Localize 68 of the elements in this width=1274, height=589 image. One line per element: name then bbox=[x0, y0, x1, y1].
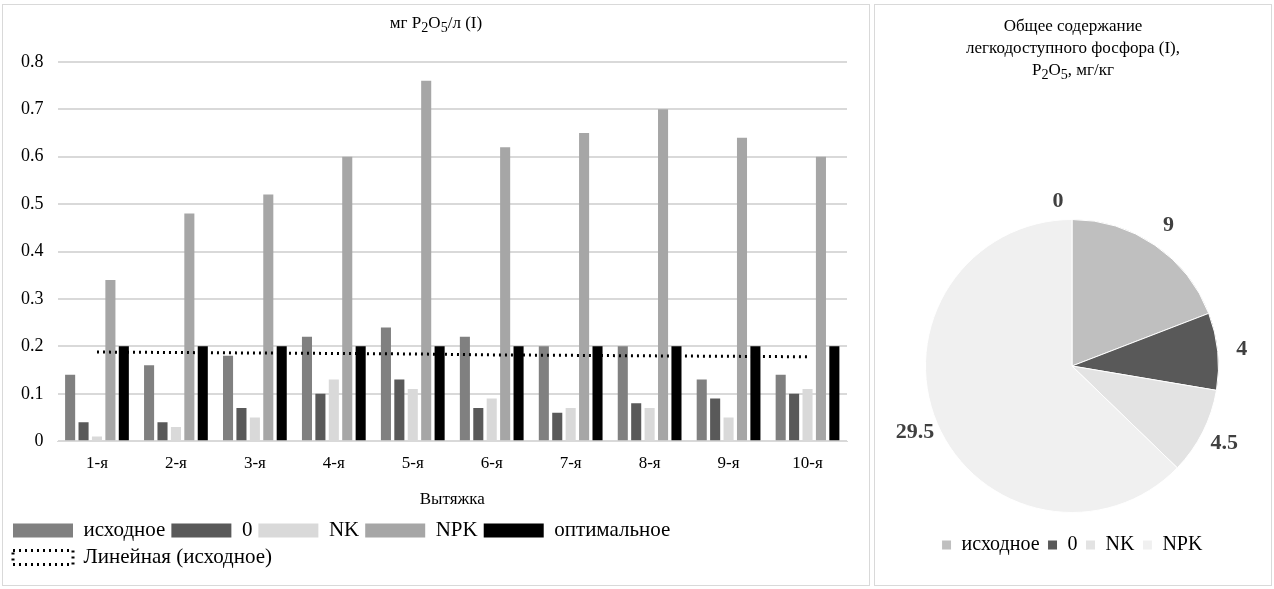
x-axis-title: Вытяжка bbox=[419, 489, 486, 509]
bar bbox=[631, 403, 642, 441]
y-tick-label: 0.3 bbox=[21, 287, 44, 308]
legend-label: NPK bbox=[1162, 532, 1203, 555]
legend-label: исходное bbox=[961, 532, 1040, 556]
x-tick-label: 9-я bbox=[717, 452, 740, 472]
y-tick-label: 0.8 bbox=[21, 50, 44, 71]
bar bbox=[236, 408, 247, 441]
legend-label: NK bbox=[328, 517, 360, 542]
bar bbox=[459, 336, 470, 441]
bar bbox=[538, 346, 549, 441]
bar bbox=[775, 374, 786, 441]
chart-title: Общее содержание легкодоступного фосфора (I), P$_{2}$O$_{5}$, мг/кг bbox=[965, 15, 1181, 85]
y-tick-label: 0.6 bbox=[21, 145, 44, 166]
bar bbox=[342, 156, 353, 441]
bar bbox=[789, 393, 800, 441]
legend-label: NK bbox=[1105, 532, 1135, 555]
bar bbox=[65, 374, 76, 441]
bar bbox=[829, 346, 840, 441]
data-label: 29.5 bbox=[895, 418, 935, 444]
bar bbox=[696, 379, 707, 441]
x-tick-label: 6-я bbox=[480, 452, 503, 472]
data-label: 4.5 bbox=[1210, 428, 1238, 454]
bar bbox=[78, 422, 89, 441]
x-tick-label: 2-я bbox=[164, 452, 188, 472]
x-tick-label: 1-я bbox=[85, 452, 109, 472]
bar bbox=[380, 327, 391, 441]
bar bbox=[223, 355, 234, 441]
legend-label: оптимальное bbox=[554, 517, 671, 542]
bar bbox=[736, 137, 748, 441]
x-tick-label: 5-я bbox=[401, 452, 424, 472]
x-tick-label: 3-я bbox=[243, 452, 267, 472]
text: 0 bbox=[1052, 187, 1064, 213]
bar bbox=[658, 109, 669, 441]
y-tick-label: 0.5 bbox=[21, 192, 44, 213]
x-tick-label: 4-я bbox=[322, 452, 345, 472]
bar bbox=[301, 336, 313, 441]
bar bbox=[579, 132, 590, 441]
bar bbox=[710, 398, 721, 441]
legend-label: 0 bbox=[241, 517, 253, 542]
bar bbox=[815, 156, 826, 441]
legend-label: 0 bbox=[1067, 532, 1078, 555]
bar bbox=[157, 422, 168, 441]
legend-label: NPK bbox=[435, 517, 478, 542]
y-tick-label: 0.2 bbox=[21, 335, 44, 356]
bar bbox=[184, 213, 195, 441]
x-tick-label: 7-я bbox=[559, 452, 582, 472]
bar bbox=[263, 194, 274, 441]
bar bbox=[473, 408, 484, 441]
bar bbox=[315, 393, 326, 441]
y-tick-label: 0.4 bbox=[21, 240, 44, 261]
bar bbox=[500, 147, 511, 441]
x-tick-label: 10-я bbox=[792, 452, 823, 472]
bar bbox=[617, 346, 628, 441]
bar bbox=[394, 379, 405, 441]
legend-label: Линейная (исходное) bbox=[83, 544, 273, 569]
data-label: 4 bbox=[1236, 334, 1248, 360]
bar bbox=[105, 279, 116, 441]
y-tick-label: 0 bbox=[34, 429, 44, 450]
chart-title: мг P$_{2}$O$_{5}$/л (I) bbox=[388, 13, 484, 37]
bar bbox=[144, 365, 155, 441]
bar bbox=[552, 412, 563, 441]
x-tick-label: 8-я bbox=[638, 452, 661, 472]
data-label: 9 bbox=[1162, 211, 1174, 237]
y-tick-label: 0.1 bbox=[21, 382, 44, 403]
legend-label: исходное bbox=[83, 517, 166, 542]
y-tick-label: 0.7 bbox=[21, 97, 44, 118]
bar bbox=[421, 80, 432, 441]
